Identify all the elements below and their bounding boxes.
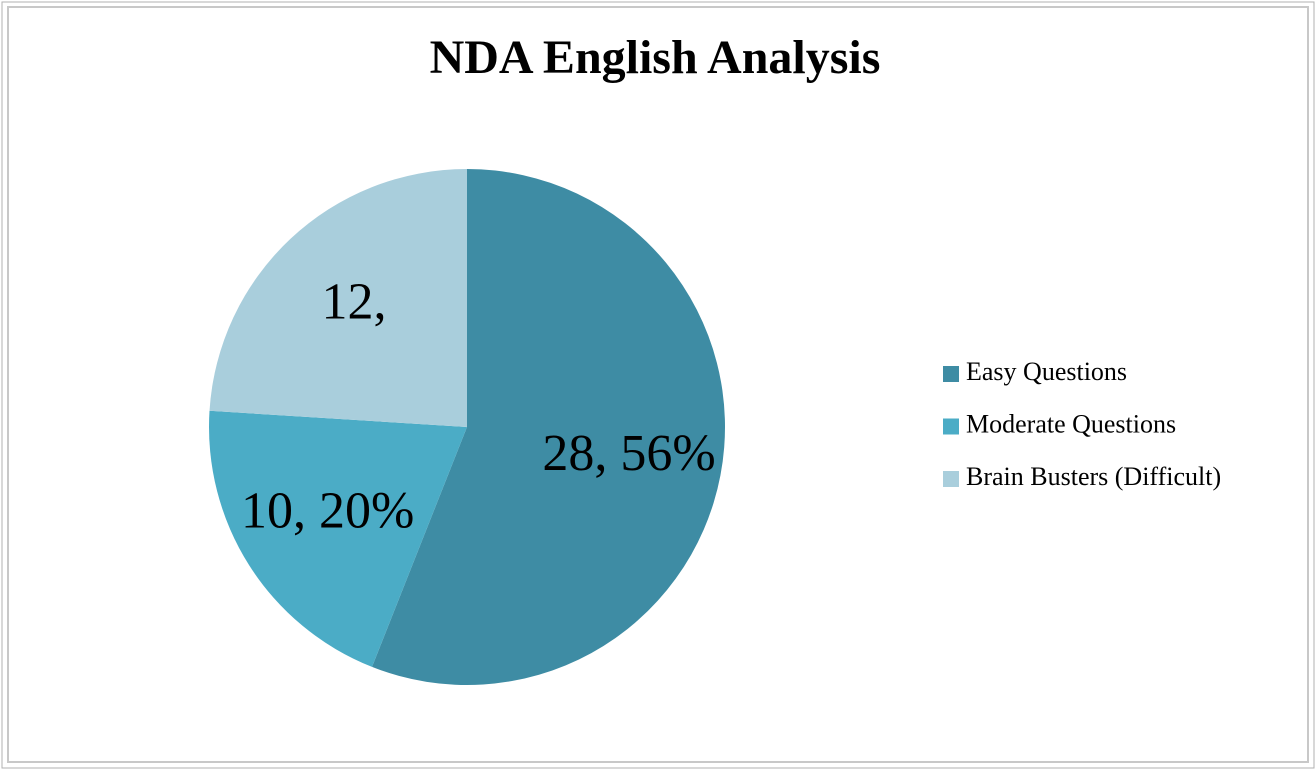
legend-swatch bbox=[943, 471, 959, 487]
legend-label: Easy Questions bbox=[966, 357, 1127, 386]
legend-label: Brain Busters (Difficult) bbox=[966, 462, 1221, 491]
legend-label: Moderate Questions bbox=[966, 409, 1176, 438]
pie-slice bbox=[372, 169, 725, 685]
data-label: 28, 56% bbox=[542, 425, 715, 482]
legend-swatch bbox=[943, 366, 959, 382]
data-label: 10, 20% bbox=[241, 482, 414, 539]
pie-slice bbox=[208, 410, 467, 667]
chart-title: NDA English Analysis bbox=[430, 31, 881, 84]
legend-swatch bbox=[943, 418, 959, 435]
pie-slice bbox=[209, 169, 468, 427]
data-label: 12, bbox=[322, 274, 387, 331]
